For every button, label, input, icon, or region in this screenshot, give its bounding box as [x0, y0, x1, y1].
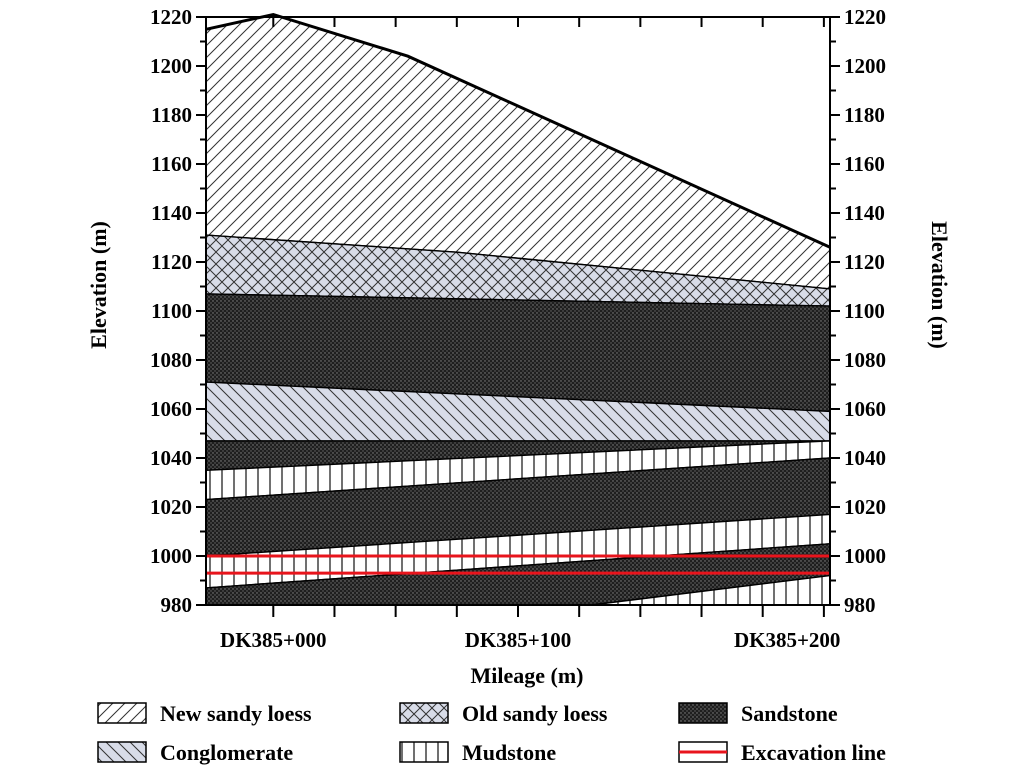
y-tick-label-left: 1000 — [150, 544, 192, 568]
y-tick-label-right: 1140 — [844, 201, 885, 225]
legend-swatch-old-sandy-loess — [399, 702, 449, 724]
x-tick-label: DK385+100 — [465, 628, 571, 652]
legend-label: Excavation line — [741, 740, 886, 765]
legend: New sandy loess Old sandy loess Sandstone C… — [97, 701, 886, 765]
strata-layers — [206, 17, 830, 605]
x-axis-title: Mileage (m) — [471, 663, 584, 688]
y-tick-label-left: 1080 — [150, 348, 192, 372]
x-tick-label: DK385+000 — [220, 628, 326, 652]
y-axis-right: 980 1000 1020 1040 1060 1080 1100 1120 1140 1160 1… — [830, 5, 886, 617]
y-tick-label-left: 1160 — [151, 152, 192, 176]
layer-mudstone-5 — [206, 440, 830, 501]
y-tick-label-left: 1020 — [150, 495, 192, 519]
y-axis-left: 980 1000 1020 1040 1060 1080 1100 1120 1140 1160 1… — [150, 5, 206, 617]
y-tick-label-left: 1200 — [150, 54, 192, 78]
layer-sandstone-2 — [206, 293, 830, 413]
legend-label: Conglomerate — [160, 740, 293, 765]
y-tick-label-left: 1100 — [151, 299, 192, 323]
y-tick-label-right: 1020 — [844, 495, 886, 519]
y-tick-label-left: 1060 — [150, 397, 192, 421]
legend-label: Old sandy loess — [462, 701, 608, 726]
x-axis: DK385+000 DK385+100 DK385+200 — [220, 17, 840, 652]
y-tick-label-left: 1040 — [150, 446, 192, 470]
y-tick-label-left: 1180 — [151, 103, 192, 127]
layer-sandstone-6 — [206, 457, 830, 557]
layer-mudstone-7 — [206, 513, 830, 589]
y-tick-label-right: 1180 — [844, 103, 885, 127]
y-tick-label-left: 1140 — [151, 201, 192, 225]
y-tick-label-right: 1080 — [844, 348, 886, 372]
legend-label: Sandstone — [741, 701, 838, 726]
excavation-lines — [206, 554, 830, 575]
y-tick-label-left: 1220 — [150, 5, 192, 29]
x-tick-label: DK385+200 — [734, 628, 840, 652]
y-tick-label-right: 1000 — [844, 544, 886, 568]
y-tick-label-right: 980 — [844, 593, 876, 617]
legend-swatch-new-sandy-loess — [97, 702, 147, 724]
legend-swatch-conglomerate — [97, 741, 147, 763]
y-tick-label-right: 1220 — [844, 5, 886, 29]
legend-label: Mudstone — [462, 740, 556, 765]
legend-swatch-sandstone — [678, 702, 728, 724]
y-tick-label-right: 1100 — [844, 299, 885, 323]
layer-mudstone-9 — [591, 574, 830, 605]
layer-old-sandy-loess-1 — [206, 234, 830, 307]
y-tick-label-right: 1200 — [844, 54, 886, 78]
layer-conglomerate-3 — [206, 381, 830, 442]
y-tick-label-left: 980 — [161, 593, 193, 617]
ground-surface — [205, 12, 831, 249]
y-tick-label-right: 1040 — [844, 446, 886, 470]
legend-swatch-mudstone — [399, 741, 449, 763]
y-tick-label-right: 1120 — [844, 250, 885, 274]
ground-surface-line — [205, 12, 831, 249]
y-axis-title-right: Elevation (m) — [927, 221, 952, 349]
y-tick-label-right: 1060 — [844, 397, 886, 421]
y-tick-label-right: 1160 — [844, 152, 885, 176]
y-axis-title-left: Elevation (m) — [86, 221, 111, 349]
legend-label: New sandy loess — [160, 701, 312, 726]
y-tick-label-left: 1120 — [151, 250, 192, 274]
